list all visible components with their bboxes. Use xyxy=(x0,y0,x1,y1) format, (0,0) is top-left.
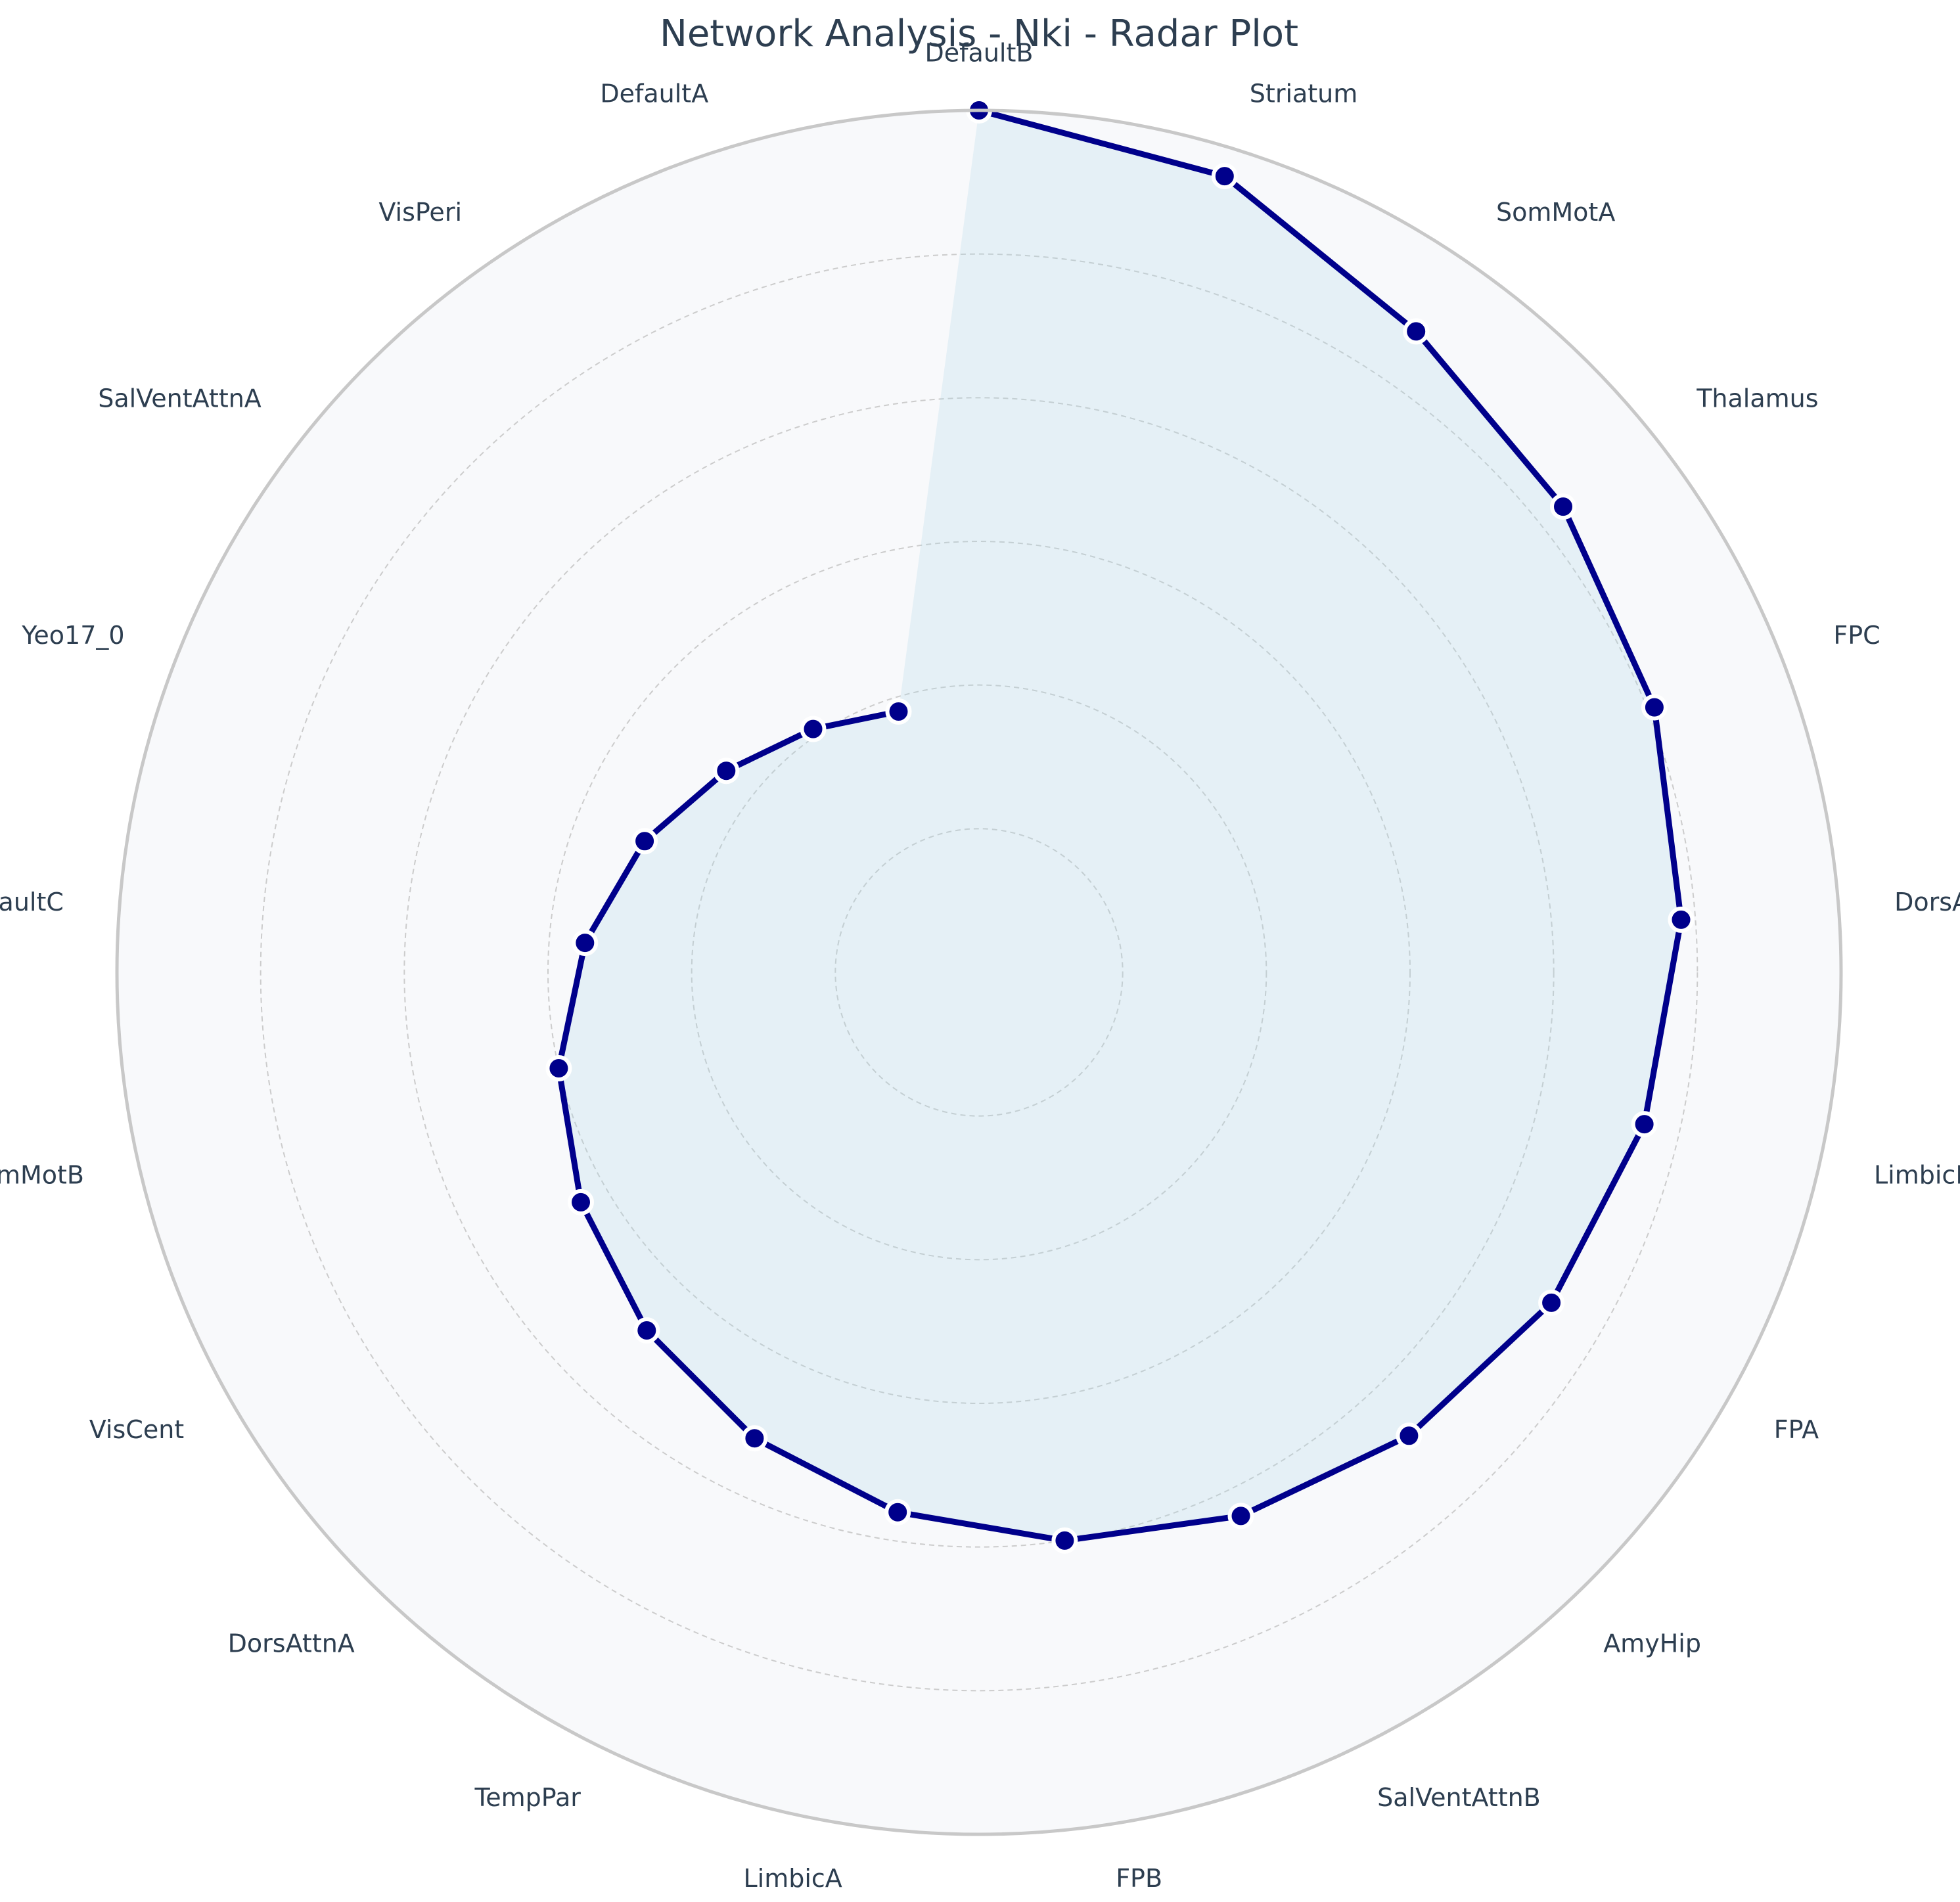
data-point-limbica xyxy=(884,1499,911,1526)
data-point-yeo17_0 xyxy=(631,828,658,855)
category-label-fpc: FPC xyxy=(1833,621,1880,650)
series-area xyxy=(558,110,1681,1541)
plot-background xyxy=(117,110,1841,1834)
category-label-amyhip: AmyHip xyxy=(1603,1629,1701,1658)
category-label-dorsattna: DorsAttnA xyxy=(228,1629,355,1658)
category-label-salventattna: SalVentAttnA xyxy=(98,384,262,413)
data-point-amyhip xyxy=(1396,1422,1423,1449)
grid-ring-2 xyxy=(547,541,1411,1404)
category-label-sommotb: SomMotB xyxy=(0,1160,84,1189)
category-label-yeo17_0: Yeo17_0 xyxy=(21,621,124,650)
data-point-salventattnb xyxy=(1227,1503,1254,1529)
grid-ring-1 xyxy=(691,684,1267,1261)
data-point-defaulta xyxy=(885,698,912,725)
data-point-viscent xyxy=(568,1189,594,1215)
data-point-dorsattnb xyxy=(1668,906,1695,933)
grid-ring-3 xyxy=(403,397,1555,1548)
category-label-limbica: LimbicA xyxy=(743,1864,842,1893)
category-label-defaulta: DefaultA xyxy=(600,79,708,108)
data-point-sommota xyxy=(1403,318,1430,345)
category-label-defaultc: DefaultC xyxy=(0,888,64,917)
category-label-thalamus: Thalamus xyxy=(1696,384,1818,413)
data-point-striatum xyxy=(1211,163,1238,190)
category-label-viscent: VisCent xyxy=(89,1415,184,1444)
grid-ring-0 xyxy=(834,828,1124,1117)
category-label-striatum: Striatum xyxy=(1250,79,1358,108)
data-point-salventattna xyxy=(713,758,740,784)
plot-outline xyxy=(115,108,1843,1836)
category-label-sommota: SomMotA xyxy=(1496,198,1615,227)
category-labels: DefaultB Striatum SomMotA Thalamus FPC DorsAt… xyxy=(0,39,1960,1893)
data-point-fpb xyxy=(1051,1527,1078,1554)
category-label-salventattnb: SalVentAttnB xyxy=(1377,1783,1541,1812)
category-label-fpb: FPB xyxy=(1116,1864,1162,1893)
grid-rings xyxy=(260,253,1698,1692)
category-label-visperi: VisPeri xyxy=(378,198,462,227)
grid-ring-4 xyxy=(260,253,1698,1692)
category-label-defaultb: DefaultB xyxy=(925,39,1034,68)
data-point-defaultc xyxy=(572,930,599,957)
data-point-temppar xyxy=(741,1425,768,1452)
data-point-fpc xyxy=(1641,694,1668,721)
data-point-limbicb xyxy=(1631,1111,1658,1138)
data-point-fpa xyxy=(1538,1289,1565,1316)
data-point-thalamus xyxy=(1550,493,1576,520)
category-label-temppar: TempPar xyxy=(474,1783,581,1812)
category-label-fpa: FPA xyxy=(1774,1415,1819,1444)
category-label-limbicb: LimbicB xyxy=(1874,1160,1960,1189)
data-point-dorsattna xyxy=(633,1317,660,1344)
category-label-dorsattnb: DorsAttnB xyxy=(1894,888,1960,917)
chart-title: Network Analysis - Nki - Radar Plot xyxy=(660,12,1298,55)
data-point-visperi xyxy=(800,715,827,742)
data-point-sommotb xyxy=(545,1055,572,1081)
